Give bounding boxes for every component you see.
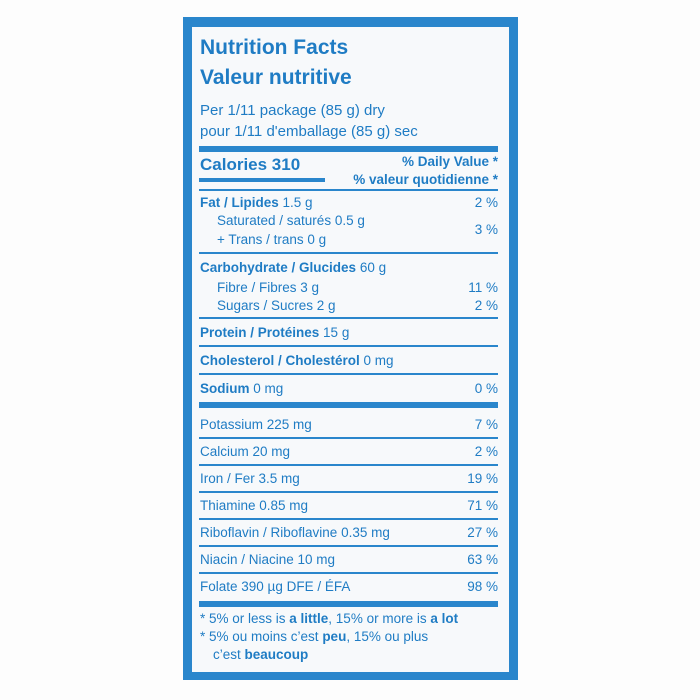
nutrient: Thiamine 0.85 mg — [200, 498, 309, 513]
rule — [199, 464, 498, 466]
nutrient: Protein / Protéines 15 g — [200, 325, 349, 340]
nutrient: Cholesterol / Cholestérol 0 mg — [200, 353, 394, 368]
daily-value: 2 % — [474, 298, 498, 313]
daily-value: 0 % — [474, 381, 498, 396]
footnote-emphasis: a lot — [430, 611, 459, 626]
rule — [199, 373, 498, 375]
nutrient-name: Protein / Protéines — [200, 325, 320, 340]
nutrient: Calcium 20 mg — [200, 444, 291, 459]
rule — [199, 252, 498, 254]
footnote: * 5% ou moins c’est peu, 15% ou plus — [200, 629, 428, 644]
footnote-text: , 15% ou plus — [346, 629, 429, 644]
nutrient-name: Cholesterol / Cholestérol — [200, 353, 360, 368]
daily-value: 7 % — [474, 417, 498, 432]
footnote: c’est beaucoup — [213, 647, 308, 662]
daily-value: 11 % — [468, 280, 498, 295]
daily-value: 3 % — [474, 222, 498, 237]
nutrient: Fat / Lipides 1.5 g — [200, 195, 313, 210]
rule — [199, 601, 498, 607]
daily-value-header: % Daily Value * — [401, 154, 498, 169]
footnote-text: * 5% ou moins c’est — [200, 629, 323, 644]
footnote-text: * 5% or less is — [200, 611, 290, 626]
title: Valeur nutritive — [200, 66, 352, 89]
rule — [199, 345, 498, 347]
daily-value: 98 % — [467, 579, 498, 594]
serving: pour 1/11 d'emballage (85 g) sec — [200, 123, 418, 140]
amount: 1.5 g — [282, 195, 313, 210]
rule — [199, 572, 498, 574]
sub-nutrient: Fibre / Fibres 3 g — [217, 280, 320, 295]
nutrient-name: Sodium — [200, 381, 250, 396]
daily-value: 27 % — [467, 525, 498, 540]
sub-nutrient: Sugars / Sucres 2 g — [217, 298, 336, 313]
nutrient: Iron / Fer 3.5 mg — [200, 471, 300, 486]
footnote-emphasis: peu — [322, 629, 347, 644]
calories: Calories 310 — [200, 155, 301, 174]
rule — [199, 146, 498, 152]
nutrient: Carbohydrate / Glucides 60 g — [200, 260, 386, 275]
nutrient: Niacin / Niacine 10 mg — [200, 552, 336, 567]
nutrient: Potassium 225 mg — [200, 417, 312, 432]
sub-nutrient: + Trans / trans 0 g — [217, 232, 327, 247]
footnote-emphasis: a little — [289, 611, 329, 626]
title: Nutrition Facts — [200, 36, 349, 59]
rule — [199, 491, 498, 493]
amount: 0 mg — [363, 353, 394, 368]
sub-nutrient: Saturated / saturés 0.5 g — [217, 213, 365, 228]
serving: Per 1/11 package (85 g) dry — [200, 102, 385, 119]
footnote-text: , 15% or more is — [328, 611, 431, 626]
nutrient-name: Fat / Lipides — [200, 195, 279, 210]
daily-value: 63 % — [467, 552, 498, 567]
daily-value: 71 % — [467, 498, 498, 513]
rule — [199, 178, 325, 182]
rule — [199, 317, 498, 319]
nutrient-name: Carbohydrate / Glucides — [200, 260, 357, 275]
daily-value: 2 % — [474, 444, 498, 459]
rule — [199, 518, 498, 520]
amount: 0 mg — [253, 381, 284, 396]
daily-value: 2 % — [474, 195, 498, 210]
nutrient: Folate 390 µg DFE / ÉFA — [200, 579, 351, 594]
amount: 60 g — [359, 260, 387, 275]
rule — [199, 402, 498, 408]
daily-value-header: % valeur quotidienne * — [353, 172, 498, 187]
daily-value: 19 % — [467, 471, 498, 486]
footnote: * 5% or less is a little, 15% or more is… — [200, 611, 458, 626]
amount: 15 g — [323, 325, 350, 340]
nutrient: Sodium 0 mg — [200, 381, 283, 396]
rule — [199, 545, 498, 547]
footnote-text: c’est — [213, 647, 245, 662]
label-panel — [192, 27, 509, 672]
footnote-emphasis: beaucoup — [244, 647, 309, 662]
nutrient: Riboflavin / Riboflavine 0.35 mg — [200, 525, 390, 540]
rule — [199, 437, 498, 439]
rule — [199, 189, 498, 191]
